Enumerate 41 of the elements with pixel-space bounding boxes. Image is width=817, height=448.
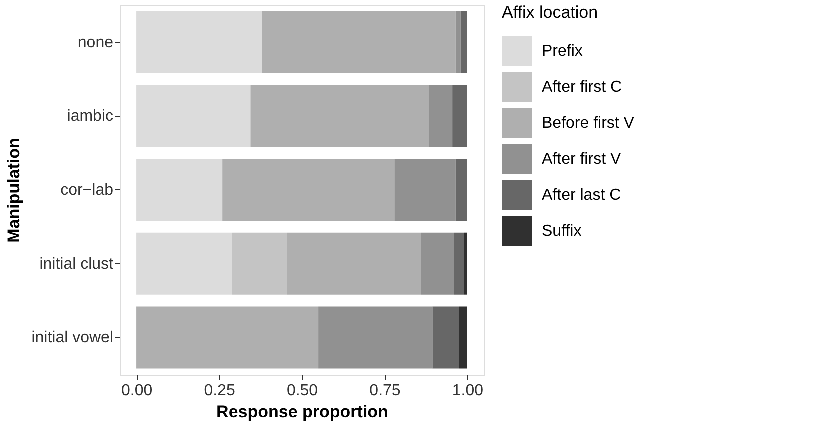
bar — [136, 11, 262, 74]
bar — [262, 11, 456, 74]
x-tick-label: 0.00 — [121, 382, 153, 400]
legend-label: After first C — [542, 79, 622, 96]
bar — [232, 232, 288, 295]
y-tick-label: none — [78, 34, 114, 52]
y-tick-label: initial clust — [40, 256, 114, 273]
bar — [464, 232, 468, 295]
y-tick-label: iambic — [67, 108, 114, 126]
bar — [250, 85, 430, 148]
y-tick-label: cor−lab — [60, 182, 114, 199]
bar — [222, 159, 395, 221]
bar — [452, 85, 468, 148]
y-axis-title: Manipulation — [4, 138, 24, 243]
bar — [318, 306, 433, 369]
x-tick-label: 1.00 — [452, 382, 484, 400]
bar — [394, 159, 456, 221]
bar — [136, 85, 251, 148]
bar — [459, 306, 468, 369]
legend-label: Suffix — [542, 223, 582, 240]
legend-label: After last C — [542, 187, 622, 204]
bar — [460, 11, 468, 74]
bar — [432, 306, 460, 369]
bar — [136, 306, 319, 369]
bar — [136, 159, 223, 221]
bar — [429, 85, 453, 148]
legend-title: Affix location — [502, 3, 598, 22]
x-tick-label: 0.50 — [286, 382, 318, 400]
y-tick-label: initial vowel — [32, 330, 114, 347]
bar — [136, 232, 233, 295]
x-axis-title: Response proportion — [216, 402, 388, 422]
legend-label: Prefix — [542, 43, 583, 60]
bar — [454, 232, 464, 295]
legend-label: After first V — [542, 151, 622, 168]
legend-label: Before first V — [542, 115, 635, 132]
bar — [456, 11, 461, 74]
x-tick-label: 0.75 — [370, 382, 401, 400]
bar — [421, 232, 454, 295]
x-tick-label: 0.25 — [204, 382, 236, 400]
bar — [456, 159, 468, 221]
bar — [287, 232, 422, 295]
